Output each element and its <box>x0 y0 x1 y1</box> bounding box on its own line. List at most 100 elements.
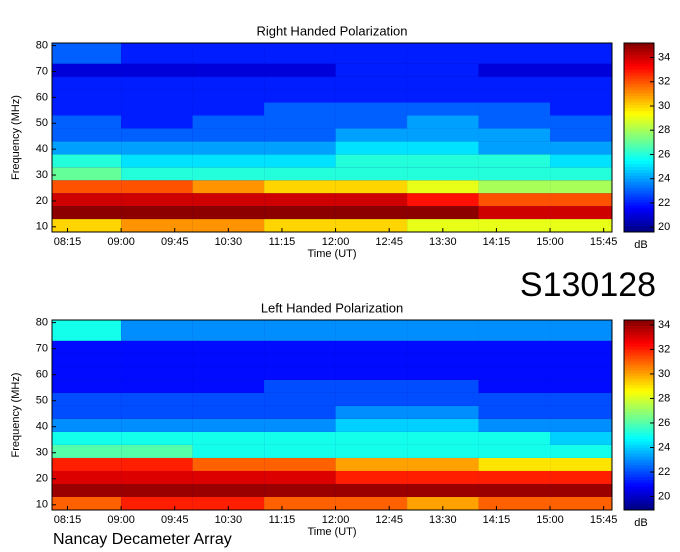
heat-cell <box>550 115 612 129</box>
heat-cell <box>478 483 551 497</box>
heat-cell <box>478 405 551 419</box>
x-tick-label: 09:45 <box>161 236 189 248</box>
colorbar-step <box>624 322 654 327</box>
heat-cell <box>192 483 265 497</box>
colorbar-step <box>624 134 654 138</box>
heat-cell <box>192 431 265 445</box>
colorbar-step <box>624 352 654 357</box>
colorbar-tick-label: 28 <box>658 392 670 404</box>
heat-cell <box>192 167 265 181</box>
heat-cell <box>550 470 612 484</box>
y-tick-label: 30 <box>36 447 48 459</box>
colorbar-step <box>624 441 654 446</box>
heat-cell <box>52 392 122 406</box>
x-tick-label: 11:15 <box>269 236 296 248</box>
heat-cell <box>407 457 479 471</box>
colorbar-step <box>624 373 654 377</box>
colorbar-step <box>624 199 654 203</box>
colorbar-step <box>624 337 654 342</box>
colorbar-step <box>624 453 654 458</box>
heat-cell <box>264 320 336 341</box>
heat-cell <box>407 470 479 484</box>
colorbar-step <box>624 438 654 443</box>
heat-cell <box>335 418 408 432</box>
colorbar-step <box>624 412 654 416</box>
colorbar-step <box>624 146 654 150</box>
heat-cell <box>478 353 551 367</box>
colorbar-tick-label: 22 <box>658 197 670 209</box>
heat-cell <box>335 63 408 77</box>
heat-cell <box>121 180 193 194</box>
heat-cell <box>264 43 336 64</box>
colorbar-step <box>624 367 654 371</box>
heat-cell <box>52 340 122 354</box>
heat-cell <box>335 470 408 484</box>
heat-cell <box>52 63 122 77</box>
y-tick-label: 70 <box>36 343 48 355</box>
heat-cell <box>478 167 551 181</box>
y-axis-label: Frequency (MHz) <box>10 95 22 180</box>
heat-cell <box>407 379 479 393</box>
heat-cell <box>335 76 408 90</box>
colorbar-step <box>624 152 654 156</box>
x-tick-label: 12:45 <box>375 236 403 248</box>
heat-cell <box>121 128 193 142</box>
colorbar-step <box>624 84 654 88</box>
heat-cell <box>407 353 479 367</box>
colorbar-step <box>624 208 654 212</box>
heat-cell <box>192 43 265 64</box>
x-tick-label: 14:15 <box>483 236 511 248</box>
heat-cell <box>407 496 479 510</box>
observation-id: S130128 <box>520 266 656 304</box>
heat-cell <box>335 444 408 458</box>
heat-cell <box>550 379 612 393</box>
panel-title: Left Handed Polarization <box>261 300 403 315</box>
heat-cell <box>121 193 193 207</box>
colorbar-step <box>624 480 654 484</box>
colorbar-step <box>624 358 654 363</box>
colorbar-step <box>624 122 654 127</box>
colorbar-step <box>624 465 654 469</box>
heat-cell <box>407 320 479 341</box>
colorbar-step <box>624 406 654 410</box>
heat-cell <box>192 102 265 116</box>
heat-cell <box>121 89 193 103</box>
colorbar-step <box>624 60 654 65</box>
heat-cell <box>121 379 193 393</box>
heat-cell <box>335 206 408 220</box>
heat-cell <box>550 366 612 380</box>
heat-cell <box>550 353 612 367</box>
colorbar-step <box>624 51 654 56</box>
colorbar-step <box>624 48 654 53</box>
heat-cell <box>335 483 408 497</box>
heat-cell <box>407 180 479 194</box>
x-tick-label: 09:00 <box>107 236 135 248</box>
heat-cell <box>264 496 336 510</box>
heat-cell <box>192 340 265 354</box>
colorbar-step <box>624 137 654 141</box>
colorbar-step <box>624 205 654 209</box>
heat-cell <box>264 128 336 142</box>
colorbar-step <box>624 489 654 493</box>
heat-cell <box>121 496 193 510</box>
colorbar-step <box>624 468 654 472</box>
heat-cell <box>121 141 193 155</box>
heat-cell <box>52 496 122 510</box>
heat-cell <box>478 496 551 510</box>
colorbar-step <box>624 343 654 348</box>
heat-cell <box>478 128 551 142</box>
colorbar-step <box>624 462 654 466</box>
heat-cell <box>335 431 408 445</box>
colorbar-step <box>624 155 654 159</box>
heat-cell <box>264 89 336 103</box>
heat-cell <box>407 141 479 155</box>
heat-cell <box>121 457 193 471</box>
colorbar-step <box>624 435 654 440</box>
heat-cell <box>550 193 612 207</box>
colorbar-tick-label: 26 <box>658 417 670 429</box>
heat-cell <box>192 180 265 194</box>
colorbar-frame <box>623 319 655 511</box>
colorbar-step <box>624 102 654 106</box>
colorbar-tick-label: 20 <box>658 490 670 502</box>
heat-cell <box>264 379 336 393</box>
